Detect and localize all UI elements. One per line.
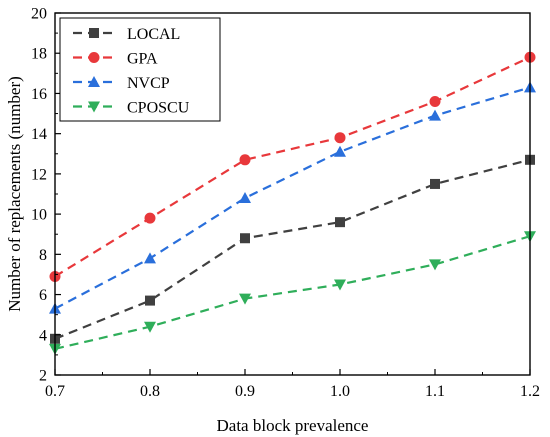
data-point	[334, 132, 346, 144]
legend: LOCAL GPA NVCP CPOSCU	[59, 17, 221, 122]
y-tick-label: 12	[31, 166, 47, 183]
data-point	[429, 109, 441, 121]
series-line	[54, 56, 531, 278]
legend-label: CPOSCU	[127, 100, 190, 117]
legend-item-nvcp: NVCP	[73, 75, 170, 92]
x-tick-label: 1.1	[425, 383, 445, 400]
data-point	[335, 217, 345, 228]
legend-marker	[89, 28, 99, 38]
series-line	[54, 235, 531, 350]
data-point	[429, 95, 441, 107]
legend-marker	[88, 101, 100, 113]
data-point	[240, 233, 250, 244]
x-tick-label: 1.2	[520, 383, 540, 400]
series-gpa	[49, 51, 536, 282]
y-tick-label: 8	[39, 247, 47, 264]
data-point	[144, 252, 156, 264]
y-tick-label: 18	[31, 46, 47, 63]
data-point	[334, 279, 346, 291]
legend-marker	[88, 76, 100, 87]
data-point	[429, 259, 441, 271]
data-point	[239, 192, 251, 204]
series-cposcu	[49, 231, 536, 355]
legend-label: GPA	[127, 51, 158, 68]
legend-item-gpa: GPA	[73, 51, 158, 68]
data-point	[145, 295, 155, 306]
series-local	[50, 154, 535, 344]
x-tick-label: 0.7	[45, 383, 65, 400]
x-tick-label: 1.0	[330, 383, 350, 400]
series-line	[54, 158, 531, 340]
series-line	[54, 86, 531, 310]
y-tick-label: 20	[31, 6, 47, 23]
data-point	[239, 154, 251, 166]
y-axis-title: Number of replacements (number)	[5, 76, 24, 312]
x-tick-label: 0.8	[140, 383, 160, 400]
legend-marker	[88, 52, 100, 63]
x-tick-label: 0.9	[235, 383, 255, 400]
y-tick-label: 6	[39, 287, 47, 304]
y-tick-label: 10	[31, 207, 47, 224]
data-point	[334, 145, 346, 157]
data-point	[144, 321, 156, 333]
y-tick-label: 2	[39, 368, 47, 385]
x-axis-title: Data block prevalence	[217, 416, 369, 435]
axis-layer: 2 4 6 8 10 12 14 16 18 20 0.7 0.8 0.9 1.0 1.1 1.2	[31, 6, 540, 401]
data-point	[144, 212, 156, 224]
y-tick-label: 14	[31, 126, 47, 143]
data-point	[239, 293, 251, 305]
legend-item-cposcu: CPOSCU	[73, 100, 190, 117]
y-tick-label: 16	[31, 86, 47, 103]
legend-box	[59, 17, 221, 122]
legend-label: NVCP	[127, 75, 170, 92]
legend-item-local: LOCAL	[73, 26, 180, 43]
legend-label: LOCAL	[127, 26, 180, 43]
data-point	[430, 178, 440, 189]
y-tick-label: 4	[39, 327, 47, 344]
